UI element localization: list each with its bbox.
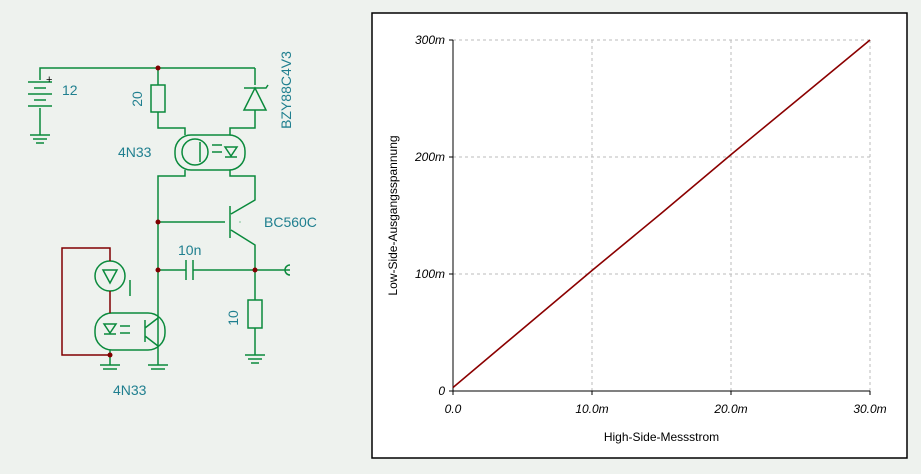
node	[107, 352, 113, 358]
y-tick-label: 100m	[415, 267, 445, 281]
resistor	[150, 84, 166, 113]
node	[155, 219, 161, 225]
y-tick-label: 0	[438, 384, 445, 398]
label: 10	[225, 310, 241, 326]
label: 4N33	[118, 144, 152, 160]
optocoupler	[94, 312, 166, 351]
plus-sign: +	[46, 74, 52, 86]
data-line	[452, 39, 871, 389]
node	[155, 65, 161, 71]
loop-wire	[61, 247, 111, 356]
y-tick-label: 200m	[414, 150, 445, 164]
label: 12	[62, 82, 78, 98]
x-tick-label: 0.0	[445, 402, 462, 416]
opto-parts	[199, 142, 239, 162]
x-tick-label: 20.0m	[713, 402, 747, 416]
wire	[30, 67, 290, 370]
wires: +	[28, 65, 291, 370]
label: 4N33	[113, 382, 147, 398]
optocoupler	[174, 134, 246, 171]
resistor	[247, 299, 263, 329]
transistor-body	[181, 138, 209, 166]
source	[94, 260, 126, 292]
x-tick-label: 30.0m	[853, 402, 886, 416]
y-axis-label: Low-Side-Ausgangsspannung	[386, 135, 400, 295]
y-tick-label: 300m	[415, 33, 445, 47]
label: BZY88C4V3	[278, 51, 294, 129]
label: 10n	[178, 242, 201, 258]
x-axis-label: High-Side-Messstrom	[604, 430, 719, 444]
node	[155, 267, 161, 273]
chart: 0 100m 200m 300m 0.0 10.0m 20.0m 30.0m High-Side…	[371, 12, 908, 459]
schematic: + 12 20 BZY88C4V3 4N33 BC560C 10n 10 4N3…	[28, 51, 317, 398]
source-symbol	[101, 269, 131, 296]
chart-frame	[371, 12, 908, 459]
node	[252, 267, 258, 273]
label: BC560C	[264, 214, 317, 230]
opto-parts	[102, 317, 159, 347]
capacitor	[185, 260, 291, 280]
battery	[28, 81, 52, 107]
x-tick-label: 10.0m	[575, 402, 608, 416]
zener	[242, 84, 269, 111]
label: 20	[129, 91, 145, 107]
